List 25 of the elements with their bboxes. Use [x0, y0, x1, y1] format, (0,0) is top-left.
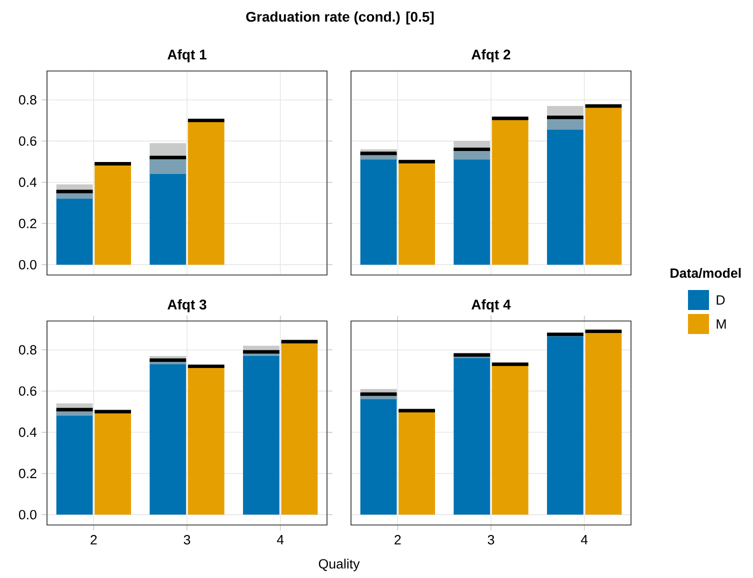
text: Graduation rate (cond.) [0.5]	[246, 11, 434, 25]
x-tick-label: 4	[276, 535, 284, 544]
y-tick-label: 0.4	[18, 178, 37, 187]
x-tick-label: 2	[90, 535, 97, 544]
chart-title: Afqt 4	[472, 299, 511, 312]
y-tick-label: 0.0	[18, 260, 36, 270]
chart-title: Afqt 2	[472, 49, 510, 62]
x-tick-label: 3	[488, 535, 494, 544]
y-tick-label: 0.4	[18, 428, 37, 437]
y-tick-label: 0.8	[18, 345, 36, 355]
y-tick-label: 0.6	[18, 386, 36, 396]
x-tick-label: 4	[580, 535, 588, 544]
y-tick-label: 0.2	[18, 218, 36, 228]
legend-title: Data/model	[670, 268, 741, 278]
x-tick-label: 2	[394, 535, 401, 544]
y-tick-label: 0.6	[18, 136, 36, 146]
x-axis-title: Quality	[318, 558, 360, 572]
y-tick-label: 0.2	[18, 468, 36, 478]
chart-title: Afqt 3	[168, 299, 206, 312]
legend-label: M	[716, 319, 726, 329]
y-tick-label: 0.8	[18, 95, 36, 105]
legend-label: D	[716, 295, 725, 305]
chart-title: Afqt 1	[168, 49, 206, 62]
y-tick-label: 0.0	[18, 510, 36, 520]
x-tick-label: 3	[184, 535, 190, 544]
